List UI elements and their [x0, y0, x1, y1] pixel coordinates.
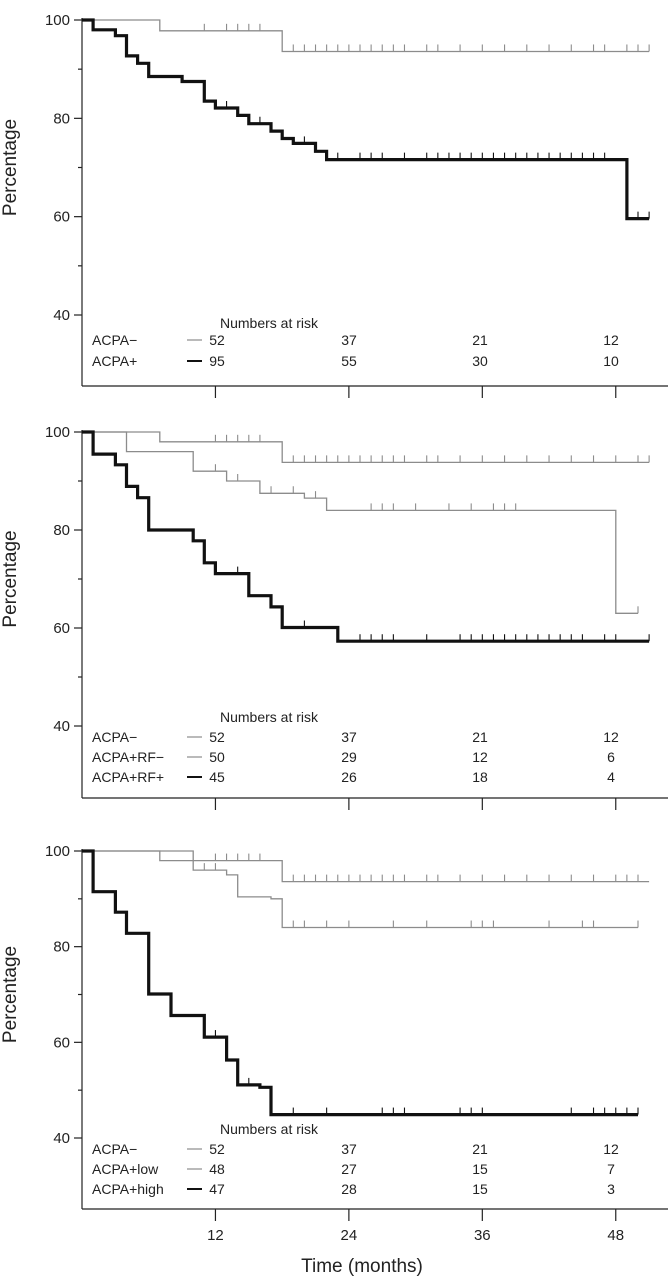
risk-count: 12 [603, 729, 619, 745]
survival-panel-1: 40 60 80 100 Percentage Numbers at risk ACPA− 5… [0, 12, 668, 398]
risk-count: 21 [472, 1141, 488, 1157]
risk-count: 45 [209, 769, 225, 785]
risk-count: 12 [603, 332, 619, 348]
y-tick-label: 100 [45, 424, 70, 441]
risk-count: 18 [472, 769, 488, 785]
y-tick-label: 40 [53, 718, 70, 735]
y-tick-label: 80 [53, 939, 70, 956]
risk-count: 28 [341, 1181, 357, 1197]
risk-count: 48 [209, 1161, 225, 1177]
survival-curve [82, 850, 638, 929]
y-tick-label: 100 [45, 843, 70, 860]
risk-count: 55 [341, 353, 357, 369]
risk-count: 15 [472, 1161, 488, 1177]
x-tick-label: 12 [207, 1227, 224, 1244]
risk-row-name: ACPA+low [92, 1161, 159, 1177]
risk-count: 26 [341, 769, 357, 785]
risk-count: 29 [341, 749, 357, 765]
y-tick-label: 40 [53, 1130, 70, 1147]
risk-count: 95 [209, 353, 225, 369]
x-tick-label: 24 [341, 1227, 358, 1244]
risk-count: 12 [603, 1141, 619, 1157]
risk-count: 12 [472, 749, 488, 765]
risk-count: 37 [341, 1141, 357, 1157]
risk-count: 30 [472, 353, 488, 369]
risk-count: 21 [472, 729, 488, 745]
risk-count: 52 [209, 332, 225, 348]
survival-curve [82, 19, 650, 53]
numbers-at-risk-title: Numbers at risk [220, 1121, 319, 1137]
survival-curve [82, 431, 650, 464]
survival-curve [82, 850, 650, 883]
numbers-at-risk-title: Numbers at risk [220, 315, 319, 331]
y-tick-label: 80 [53, 110, 70, 127]
risk-row-name: ACPA− [92, 1141, 137, 1157]
numbers-at-risk-title: Numbers at risk [220, 709, 319, 725]
risk-count: 50 [209, 749, 225, 765]
x-tick-label: 36 [474, 1227, 491, 1244]
risk-count: 21 [472, 332, 488, 348]
risk-count: 10 [603, 353, 619, 369]
risk-row-name: ACPA+ [92, 353, 137, 369]
y-tick-label: 60 [53, 620, 70, 637]
risk-count: 27 [341, 1161, 357, 1177]
y-tick-label: 100 [45, 12, 70, 29]
y-tick-label: 80 [53, 522, 70, 539]
y-tick-label: 40 [53, 307, 70, 324]
risk-count: 15 [472, 1181, 488, 1197]
risk-count: 47 [209, 1181, 225, 1197]
survival-curve [82, 849, 638, 1117]
risk-count: 37 [341, 332, 357, 348]
risk-count: 7 [607, 1161, 615, 1177]
survival-panel-2: 40 60 80 100 Percentage Numbers at risk ACPA− 5… [0, 424, 668, 810]
risk-row-name: ACPA− [92, 729, 137, 745]
risk-count: 4 [607, 769, 615, 785]
y-axis-label: Percentage [0, 119, 21, 216]
x-tick-label: 48 [607, 1227, 624, 1244]
survival-panel-3: 40 60 80 100 Percentage Numbers at risk ACPA− 5… [0, 843, 668, 1244]
y-axis-label: Percentage [0, 946, 21, 1043]
survival-curve [82, 430, 650, 643]
risk-count: 52 [209, 729, 225, 745]
risk-row-name: ACPA+RF+ [92, 769, 164, 785]
y-axis-label: Percentage [0, 530, 21, 627]
risk-count: 3 [607, 1181, 615, 1197]
risk-count: 6 [607, 749, 615, 765]
risk-count: 52 [209, 1141, 225, 1157]
survival-curve [82, 18, 650, 221]
risk-row-name: ACPA− [92, 332, 137, 348]
risk-row-name: ACPA+high [92, 1181, 164, 1197]
y-tick-label: 60 [53, 209, 70, 226]
y-tick-label: 60 [53, 1034, 70, 1051]
risk-row-name: ACPA+RF− [92, 749, 164, 765]
x-axis-label: Time (months) [301, 1256, 423, 1277]
risk-count: 37 [341, 729, 357, 745]
